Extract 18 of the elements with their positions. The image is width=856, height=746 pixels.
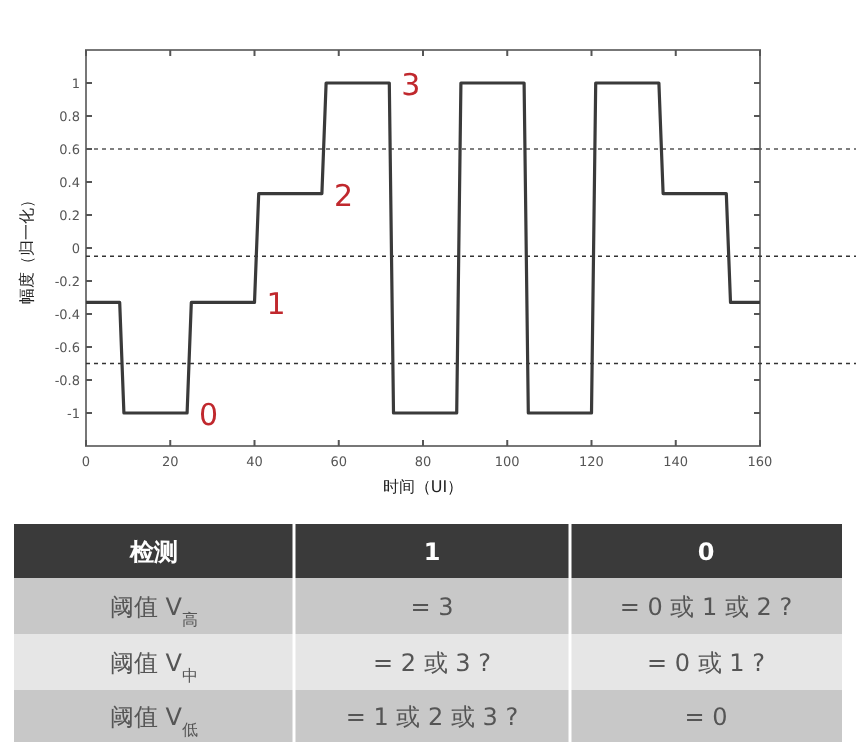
text: = 3 [410, 593, 454, 621]
text: = 2 或 3 ? [373, 649, 491, 677]
text: 0 [697, 538, 715, 566]
text: = 0 [684, 703, 728, 731]
annotation: 1 [266, 286, 286, 323]
y-axis-title: 幅度（归一化） [18, 192, 36, 304]
text: 阈值 V$_{中}$ [109, 649, 199, 684]
text: 1 [423, 538, 441, 566]
text: = 0 或 1 或 2 ? [619, 593, 793, 621]
annotation: 3 [401, 67, 421, 103]
text: = 1 或 2 或 3 ? [345, 703, 519, 731]
annotation: 0 [199, 397, 219, 433]
text: 阈值 V$_{高}$ [109, 593, 199, 628]
annotation: 2 [333, 177, 353, 214]
text: = 0 或 1 ? [647, 649, 765, 677]
text: 检测 [128, 538, 178, 566]
x-axis-title: 时间（UI） [382, 478, 464, 496]
text: 阈值 V$_{低}$ [109, 703, 199, 738]
